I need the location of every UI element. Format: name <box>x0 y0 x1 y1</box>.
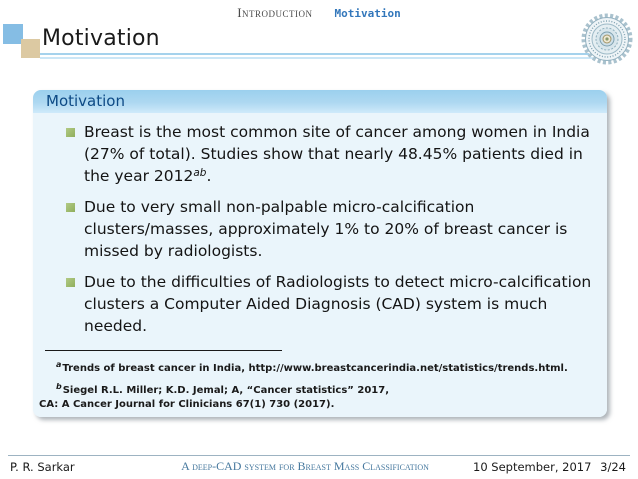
title-decoration-tan-square <box>21 39 40 58</box>
title-underline-top <box>40 53 616 55</box>
footnote-a-marker: a <box>56 360 62 369</box>
footnote-b: bSiegel R.L. Miller; K.D. Jemal; A, “Can… <box>39 380 593 412</box>
content-block: Motivation Breast is the most common sit… <box>33 90 607 417</box>
block-title: Motivation <box>33 90 607 113</box>
title-decoration-blue-square <box>3 24 23 44</box>
footer-presentation-title: A deep-CAD system for Breast Mass Classi… <box>181 459 429 473</box>
list-item: Due to very small non-palpable micro-cal… <box>33 196 607 262</box>
page-title: Motivation <box>42 26 160 51</box>
nav-section-introduction: Introduction <box>237 5 313 20</box>
footnote-reference: ab <box>193 167 207 179</box>
footnote-b-text: Siegel R.L. Miller; K.D. Jemal; A, “Canc… <box>62 385 389 396</box>
breadcrumb: Introduction Motivation <box>0 2 638 21</box>
footnotes: aTrends of breast cancer in India, http:… <box>39 358 593 412</box>
footnote-rule <box>45 350 282 351</box>
bullet-text: Due to the difficulties of Radiologists … <box>84 273 592 335</box>
title-underline-bottom <box>40 57 616 59</box>
bullet-text: Due to very small non-palpable micro-cal… <box>84 198 568 260</box>
bullet-square-icon <box>66 203 75 212</box>
footer-author: P. R. Sarkar <box>10 460 75 474</box>
bullet-text-end: . <box>206 167 212 185</box>
institute-seal-icon <box>581 13 633 65</box>
footnote-b-text-line2: CA: A Cancer Journal for Clinicians 67(1… <box>39 399 335 410</box>
list-item: Due to the difficulties of Radiologists … <box>33 271 607 337</box>
nav-subsection-motivation: Motivation <box>334 7 401 20</box>
footer: P. R. Sarkar A deep-CAD system for Breas… <box>0 456 638 479</box>
bullet-square-icon <box>66 128 75 137</box>
footer-divider <box>8 455 630 456</box>
footer-date: 10 September, 2017 <box>473 460 592 474</box>
footer-page-number: 3/24 <box>600 460 626 474</box>
footnote-b-marker: b <box>56 382 62 391</box>
list-item: Breast is the most common site of cancer… <box>33 121 607 187</box>
footnote-a-text: Trends of breast cancer in India, http:/… <box>62 363 568 374</box>
footnote-a: aTrends of breast cancer in India, http:… <box>39 358 593 376</box>
block-body: Breast is the most common site of cancer… <box>33 113 607 417</box>
bullet-text: Breast is the most common site of cancer… <box>84 123 590 185</box>
bullet-square-icon <box>66 278 75 287</box>
